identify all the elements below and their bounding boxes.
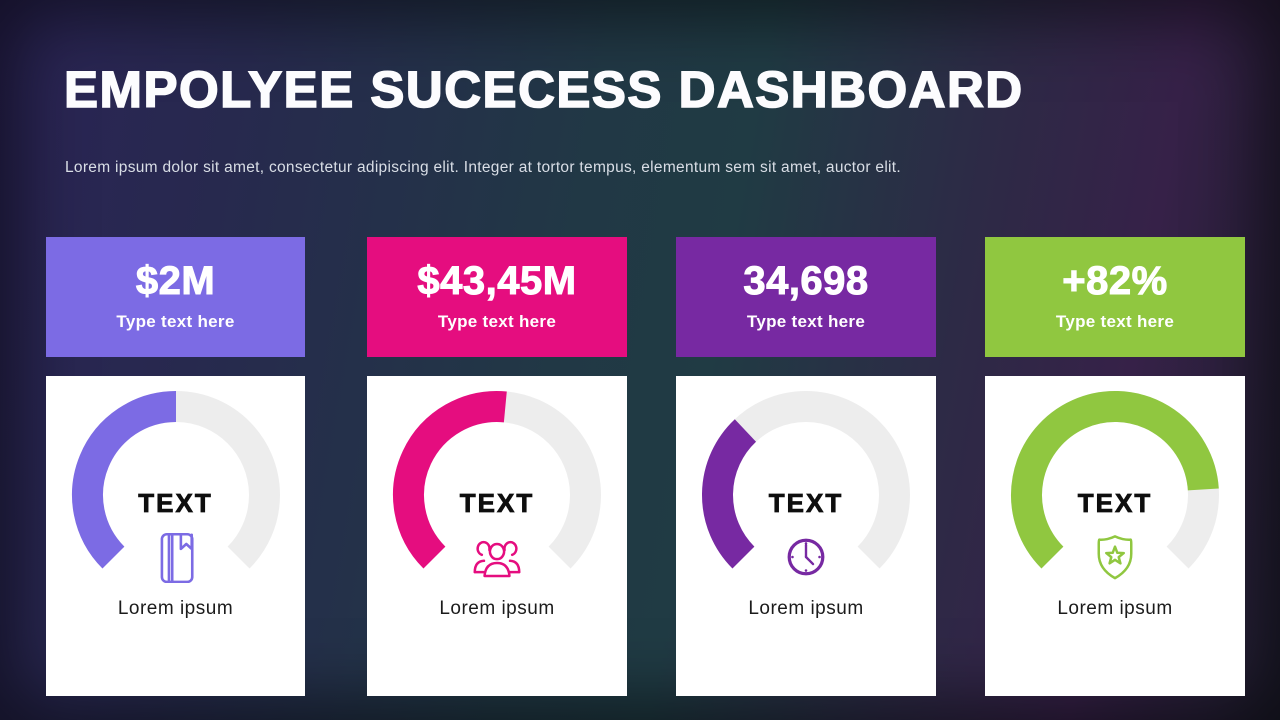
gauge-chart <box>393 391 601 569</box>
clock-icon <box>780 531 832 583</box>
kpi-value: 34,698 <box>743 259 869 304</box>
notebook-icon <box>150 531 202 584</box>
gauge-chart <box>1011 391 1219 569</box>
panel-caption: Lorem ipsum <box>117 598 234 619</box>
slide-subtitle: Lorem ipsum dolor sit amet, consectetur … <box>65 159 902 176</box>
kpi-value: +82% <box>1062 259 1168 304</box>
panel-title: TEXT <box>459 488 535 519</box>
kpi-column: $2M Type text here TEXT Lorem ipsum <box>46 237 305 696</box>
kpi-label: Type text here <box>1055 312 1175 331</box>
gauge-fill <box>71 391 176 569</box>
shield-star-icon <box>1089 531 1141 583</box>
panel-title: TEXT <box>768 488 844 519</box>
kpi-column: 34,698 Type text here TEXT Lorem ipsum <box>676 237 936 696</box>
kpi-column: $43,45M Type text here TEXT Lorem ipsum <box>367 237 627 696</box>
gauge-panel: TEXT Lorem ipsum <box>985 376 1245 696</box>
gauge-fill <box>702 419 757 569</box>
kpi-value: $2M <box>135 259 216 304</box>
kpi-card: 34,698 Type text here <box>676 237 936 357</box>
kpi-column: +82% Type text here TEXT Lorem ipsum <box>985 237 1245 696</box>
gauge-panel: TEXT Lorem ipsum <box>676 376 936 696</box>
panel-caption: Lorem ipsum <box>748 598 864 619</box>
kpi-card: $43,45M Type text here <box>367 237 627 357</box>
gauge-fill <box>1011 391 1219 569</box>
slide-title: EMPOLYEE SUCECESS DASHBOARD <box>63 60 1024 119</box>
panel-caption: Lorem ipsum <box>1057 598 1173 619</box>
gauge-fill <box>393 391 507 569</box>
gauge-panel: TEXT Lorem ipsum <box>46 376 305 696</box>
kpi-label: Type text here <box>746 312 866 331</box>
kpi-label: Type text here <box>437 312 557 331</box>
gauge-panel: TEXT Lorem ipsum <box>367 376 627 696</box>
team-icon <box>471 531 523 583</box>
kpi-card: $2M Type text here <box>46 237 305 357</box>
panel-caption: Lorem ipsum <box>439 598 555 619</box>
panel-title: TEXT <box>138 488 213 519</box>
kpi-card: +82% Type text here <box>985 237 1245 357</box>
panel-title: TEXT <box>1077 488 1153 519</box>
kpi-label: Type text here <box>116 312 235 331</box>
gauge-chart <box>71 391 280 569</box>
kpi-value: $43,45M <box>417 259 577 304</box>
gauge-chart <box>702 391 910 569</box>
